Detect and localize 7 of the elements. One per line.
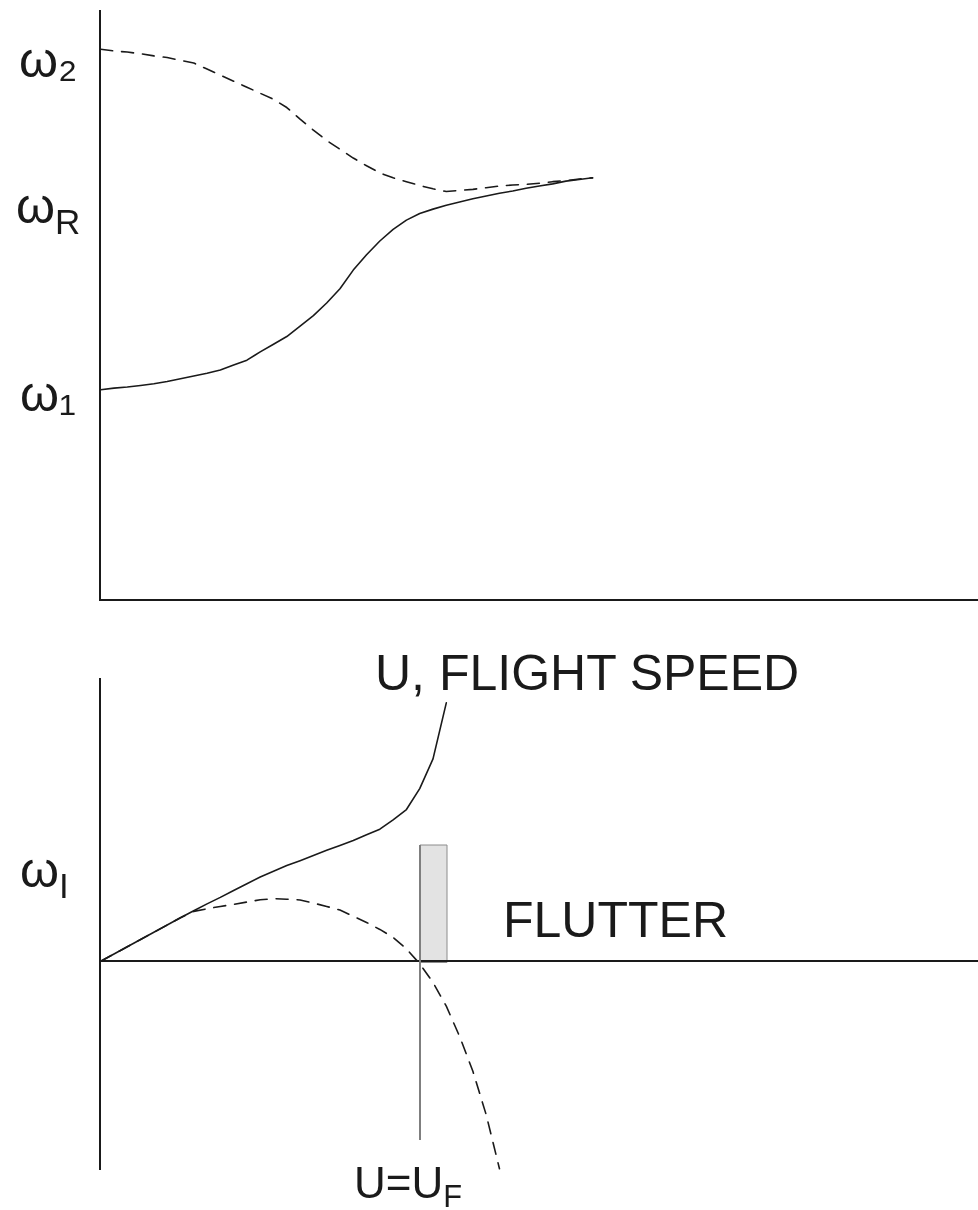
text: ω₂ — [19, 32, 78, 88]
annotation: U=U$_{F}$ — [354, 1158, 463, 1210]
y-axis-title: ω$_{R}$ — [16, 178, 81, 241]
text: ω₁ — [20, 366, 76, 422]
x-axis-title: U, FLIGHT SPEED — [375, 645, 800, 701]
y-axis-title: ω$_{I}$ — [20, 842, 69, 905]
annotation: FLUTTER — [503, 892, 728, 948]
